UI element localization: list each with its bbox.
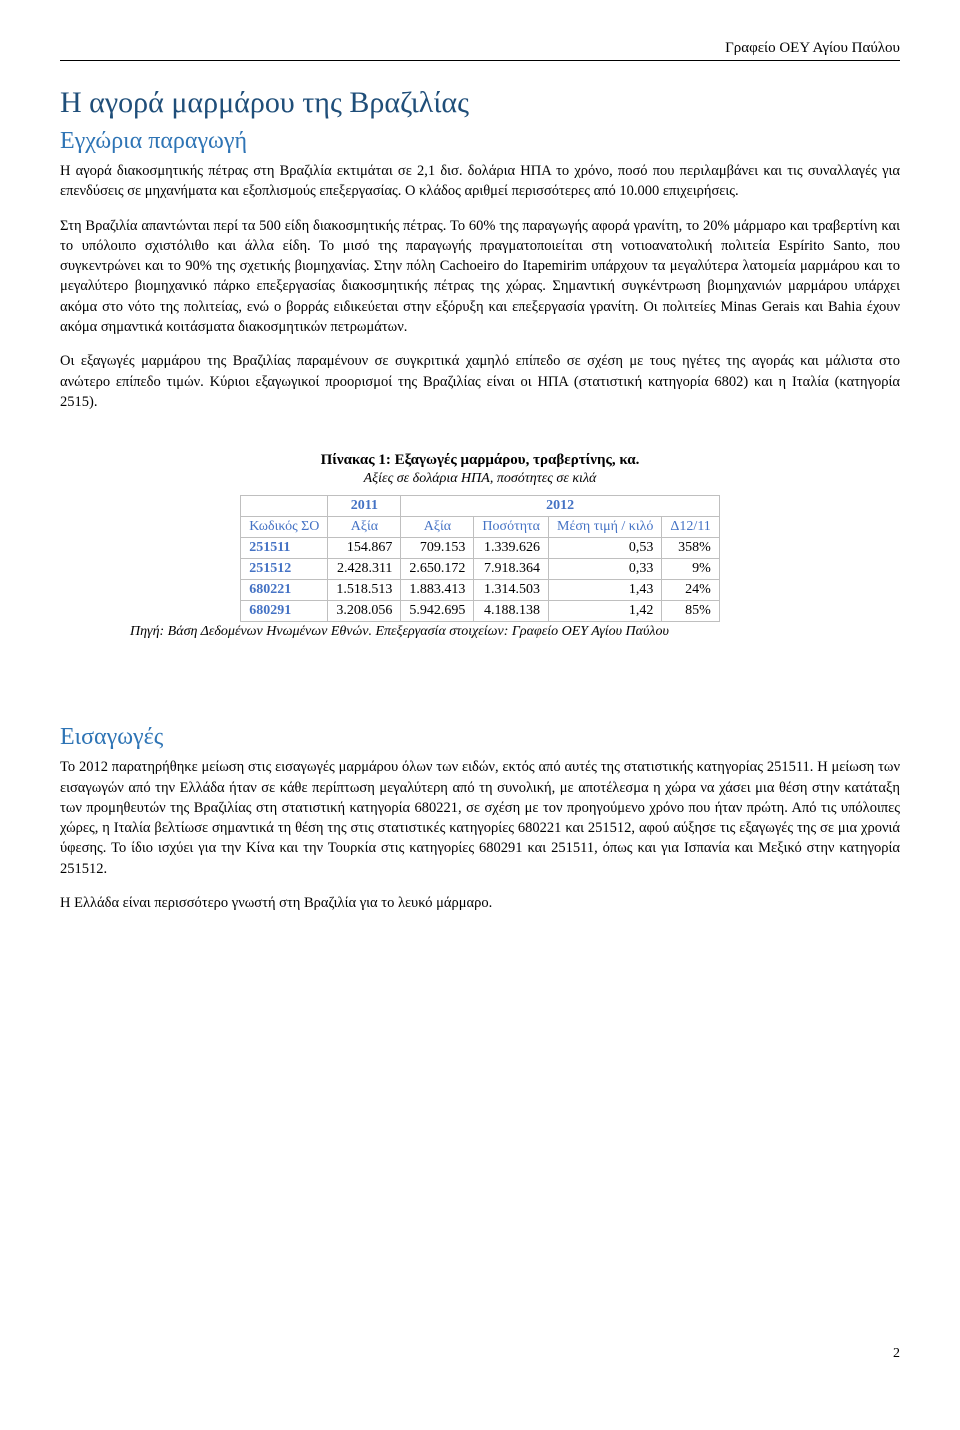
th-code: Κωδικός ΣΟ bbox=[241, 517, 328, 538]
cell-v2012: 5.942.695 bbox=[401, 601, 474, 622]
cell-code: 251512 bbox=[241, 559, 328, 580]
cell-qty: 4.188.138 bbox=[474, 601, 549, 622]
th-year-2011: 2011 bbox=[328, 496, 401, 517]
cell-delta: 9% bbox=[662, 559, 719, 580]
paragraph: Στη Βραζιλία απαντώνται περί τα 500 είδη… bbox=[60, 216, 900, 338]
table-source: Πηγή: Βάση Δεδομένων Ηνωμένων Εθνών. Επε… bbox=[130, 624, 830, 640]
th-year-2012: 2012 bbox=[401, 496, 719, 517]
page-number: 2 bbox=[893, 1346, 900, 1362]
cell-delta: 85% bbox=[662, 601, 719, 622]
th-qty: Ποσότητα bbox=[474, 517, 549, 538]
page: Γραφείο ΟΕΥ Αγίου Παύλου Η αγορά μαρμάρο… bbox=[0, 0, 960, 1380]
table-subtitle: Αξίες σε δολάρια ΗΠΑ, ποσότητες σε κιλά bbox=[130, 471, 830, 487]
table-title: Πίνακας 1: Εξαγωγές μαρμάρου, τραβερτίνη… bbox=[130, 452, 830, 469]
table-row: 680221 1.518.513 1.883.413 1.314.503 1,4… bbox=[241, 580, 720, 601]
paragraph: Η Ελλάδα είναι περισσότερο γνωστή στη Βρ… bbox=[60, 893, 900, 913]
cell-delta: 358% bbox=[662, 538, 719, 559]
th-delta: Δ12/11 bbox=[662, 517, 719, 538]
cell-v2012: 709.153 bbox=[401, 538, 474, 559]
cell-v2011: 154.867 bbox=[328, 538, 401, 559]
cell-v2011: 2.428.311 bbox=[328, 559, 401, 580]
cell-v2012: 1.883.413 bbox=[401, 580, 474, 601]
cell-v2011: 3.208.056 bbox=[328, 601, 401, 622]
cell-price: 0,33 bbox=[549, 559, 662, 580]
table-row: 251512 2.428.311 2.650.172 7.918.364 0,3… bbox=[241, 559, 720, 580]
exports-table: 2011 2012 Κωδικός ΣΟ Αξία Αξία Ποσότητα … bbox=[240, 495, 720, 622]
cell-code: 251511 bbox=[241, 538, 328, 559]
table-corner bbox=[241, 496, 328, 517]
th-value-2011: Αξία bbox=[328, 517, 401, 538]
table-row: 680291 3.208.056 5.942.695 4.188.138 1,4… bbox=[241, 601, 720, 622]
cell-price: 1,42 bbox=[549, 601, 662, 622]
paragraph: Η αγορά διακοσμητικής πέτρας στη Βραζιλί… bbox=[60, 161, 900, 202]
page-title: Η αγορά μαρμάρου της Βραζιλίας bbox=[60, 86, 900, 120]
cell-price: 0,53 bbox=[549, 538, 662, 559]
spacer bbox=[60, 654, 900, 724]
table-1-block: Πίνακας 1: Εξαγωγές μαρμάρου, τραβερτίνη… bbox=[130, 452, 830, 640]
cell-code: 680291 bbox=[241, 601, 328, 622]
cell-code: 680221 bbox=[241, 580, 328, 601]
cell-v2011: 1.518.513 bbox=[328, 580, 401, 601]
cell-price: 1,43 bbox=[549, 580, 662, 601]
th-value-2012: Αξία bbox=[401, 517, 474, 538]
page-header: Γραφείο ΟΕΥ Αγίου Παύλου bbox=[60, 40, 900, 61]
section-heading-production: Εγχώρια παραγωγή bbox=[60, 128, 900, 155]
paragraph: Το 2012 παρατηρήθηκε μείωση στις εισαγωγ… bbox=[60, 757, 900, 879]
cell-qty: 1.314.503 bbox=[474, 580, 549, 601]
th-unitprice: Μέση τιμή / κιλό bbox=[549, 517, 662, 538]
cell-delta: 24% bbox=[662, 580, 719, 601]
paragraph: Οι εξαγωγές μαρμάρου της Βραζιλίας παραμ… bbox=[60, 351, 900, 412]
cell-qty: 1.339.626 bbox=[474, 538, 549, 559]
cell-qty: 7.918.364 bbox=[474, 559, 549, 580]
section-heading-imports: Εισαγωγές bbox=[60, 724, 900, 751]
table-row: 251511 154.867 709.153 1.339.626 0,53 35… bbox=[241, 538, 720, 559]
cell-v2012: 2.650.172 bbox=[401, 559, 474, 580]
